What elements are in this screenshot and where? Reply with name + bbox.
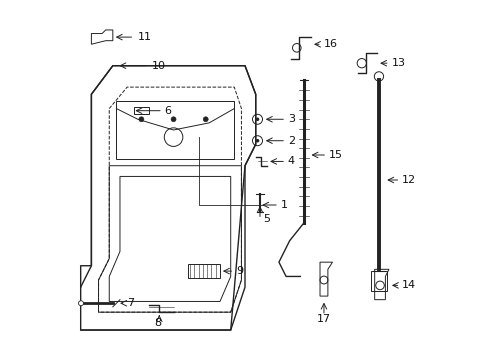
Text: 1: 1 xyxy=(281,200,288,210)
Text: 6: 6 xyxy=(165,106,172,116)
Circle shape xyxy=(256,139,259,143)
Bar xyxy=(134,108,148,114)
Text: 5: 5 xyxy=(263,214,270,224)
Circle shape xyxy=(139,117,144,122)
Text: 4: 4 xyxy=(288,157,295,166)
Circle shape xyxy=(78,301,83,306)
Text: 9: 9 xyxy=(236,266,243,276)
Bar xyxy=(371,271,387,291)
Text: 2: 2 xyxy=(288,136,295,146)
Text: 12: 12 xyxy=(402,175,416,185)
Text: 13: 13 xyxy=(392,58,405,68)
Text: 17: 17 xyxy=(317,314,331,324)
Text: 7: 7 xyxy=(127,298,134,308)
Text: 14: 14 xyxy=(402,280,416,291)
Text: 11: 11 xyxy=(138,32,152,42)
Circle shape xyxy=(171,117,176,122)
Text: 8: 8 xyxy=(154,318,161,328)
Text: 10: 10 xyxy=(152,61,166,71)
Circle shape xyxy=(203,117,208,122)
Text: 15: 15 xyxy=(329,150,343,160)
Bar xyxy=(188,264,220,278)
Circle shape xyxy=(256,117,259,121)
Text: 16: 16 xyxy=(323,39,338,49)
Text: 3: 3 xyxy=(288,114,295,124)
